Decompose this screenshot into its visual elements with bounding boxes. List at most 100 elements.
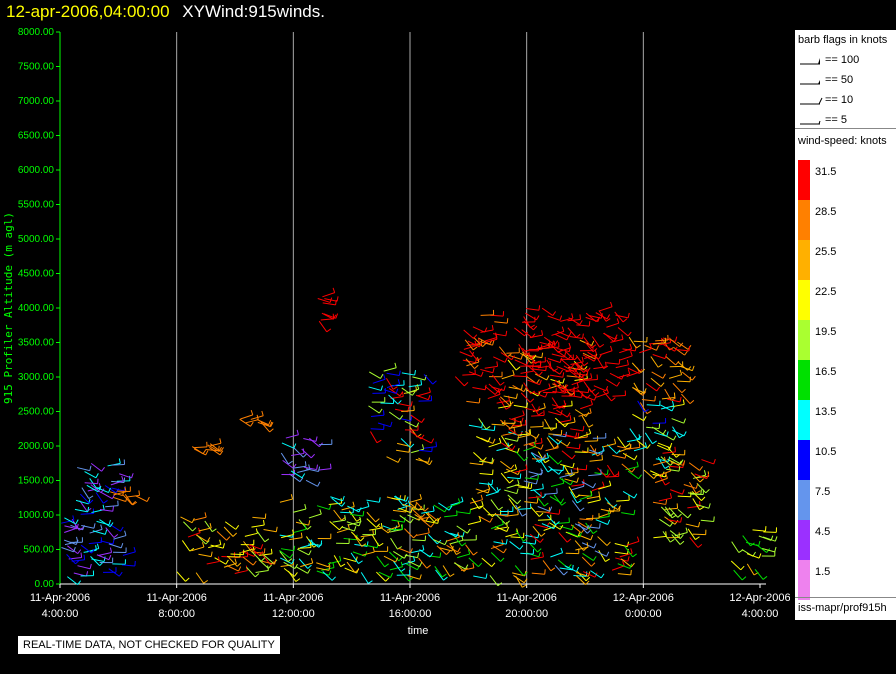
wind-barb [176, 571, 186, 582]
wind-barb-flag [516, 436, 520, 442]
wind-barb [667, 519, 681, 523]
wind-barb-flag [392, 386, 398, 390]
wind-barb-flag [586, 525, 590, 530]
wind-barb-flag [347, 523, 350, 529]
wind-barb-flag [605, 558, 610, 562]
wind-barb-flag [573, 417, 576, 423]
wind-barb [579, 494, 593, 501]
wind-barb [531, 403, 539, 416]
wind-barb-flag [568, 342, 572, 348]
wind-barb-flag [514, 418, 516, 425]
wind-barb [386, 525, 400, 531]
wind-barb [535, 457, 549, 462]
wind-barb [208, 442, 222, 447]
wind-barb-flag [342, 495, 345, 501]
wind-barb [548, 411, 562, 416]
wind-barb [407, 560, 420, 568]
wind-barb [731, 541, 740, 553]
wind-barb [528, 496, 542, 499]
wind-barb [696, 504, 709, 509]
wind-barb [501, 442, 513, 451]
wind-barb-flag [253, 551, 257, 557]
wind-barb [560, 358, 572, 369]
wind-barb-flag [525, 464, 528, 470]
wind-barb-flag [581, 356, 584, 362]
wind-barb [610, 338, 624, 343]
wind-barb-flag [103, 556, 106, 562]
wind-barb-flag [687, 513, 692, 519]
wind-barb-flag [565, 431, 567, 437]
wind-barb-flag [441, 573, 447, 578]
wind-barb [122, 551, 136, 556]
wind-barb [520, 352, 532, 361]
wind-barb [401, 372, 415, 376]
wind-barb-flag [367, 501, 370, 507]
wind-barb-flag [588, 424, 594, 428]
wind-barb [466, 361, 480, 367]
wind-barb-flag [506, 318, 509, 324]
wind-barb-flag [503, 385, 506, 391]
wind-barb [90, 484, 102, 494]
barb-flag-icon [800, 80, 820, 85]
wind-barb-flag [505, 539, 508, 545]
wind-barb-flag [489, 517, 493, 523]
wind-barb [531, 414, 545, 417]
wind-barb-flag [544, 459, 550, 464]
wind-barb [257, 421, 271, 428]
wind-barb [389, 566, 403, 571]
wind-barb [86, 548, 99, 553]
wind-barb [548, 435, 559, 445]
wind-barb [677, 508, 689, 519]
wind-barb [427, 512, 439, 522]
wind-barb-flag [617, 505, 622, 510]
wind-barb [322, 292, 335, 298]
wind-barb-flag [682, 399, 685, 405]
wind-barb [477, 488, 490, 494]
wind-barb-flag [413, 534, 418, 539]
wind-barb [537, 365, 551, 369]
wind-barb [537, 344, 551, 349]
wind-barb-flag [437, 518, 440, 524]
wind-barb-plot: 0.00 500.00 1000.00 1500.00 2000.00 2500.00 30… [2, 27, 790, 637]
wind-barb-flag [521, 384, 523, 390]
wind-barb-flag [630, 562, 635, 568]
wind-barb [514, 359, 527, 366]
wind-barb [376, 571, 386, 582]
wind-barb-flag [118, 571, 123, 577]
wind-barb-flag [679, 434, 684, 439]
wind-barb-flag [108, 554, 112, 560]
wind-barb-flag [546, 375, 550, 381]
wind-barb [432, 538, 446, 546]
wind-barb [414, 514, 426, 522]
wind-barb-flag [523, 537, 528, 542]
wind-barb [187, 532, 201, 538]
wind-barb [71, 559, 85, 562]
wind-barb [410, 430, 422, 440]
wind-barb [586, 495, 600, 500]
wind-barb [669, 338, 681, 348]
wind-barb-flag [537, 548, 542, 553]
wind-barb-flag [526, 402, 528, 408]
wind-barb [447, 502, 461, 508]
wind-barb-flag [586, 370, 589, 376]
wind-barb-flag [594, 354, 598, 359]
y-tick-label: 2000.00 [18, 441, 55, 452]
wind-barb-flag [538, 412, 543, 416]
wind-barb-flag [516, 488, 519, 494]
wind-barb-flag [555, 521, 560, 526]
wind-barb [195, 534, 208, 543]
wind-barb [378, 571, 391, 578]
wind-barb-flag [563, 571, 568, 576]
wind-barb-flag [671, 400, 675, 407]
wind-barb [575, 572, 589, 577]
wind-barb [301, 448, 312, 459]
wind-barb [111, 480, 125, 484]
wind-barb-flag [631, 467, 636, 473]
wind-barb-flag [385, 577, 390, 582]
wind-barb [316, 562, 329, 568]
y-tick-label: 3000.00 [18, 372, 55, 383]
wind-barb-flag [539, 512, 544, 517]
wind-barb-flag [654, 395, 656, 402]
wind-barb-flag [598, 491, 601, 497]
wind-barb-flag [372, 547, 375, 553]
